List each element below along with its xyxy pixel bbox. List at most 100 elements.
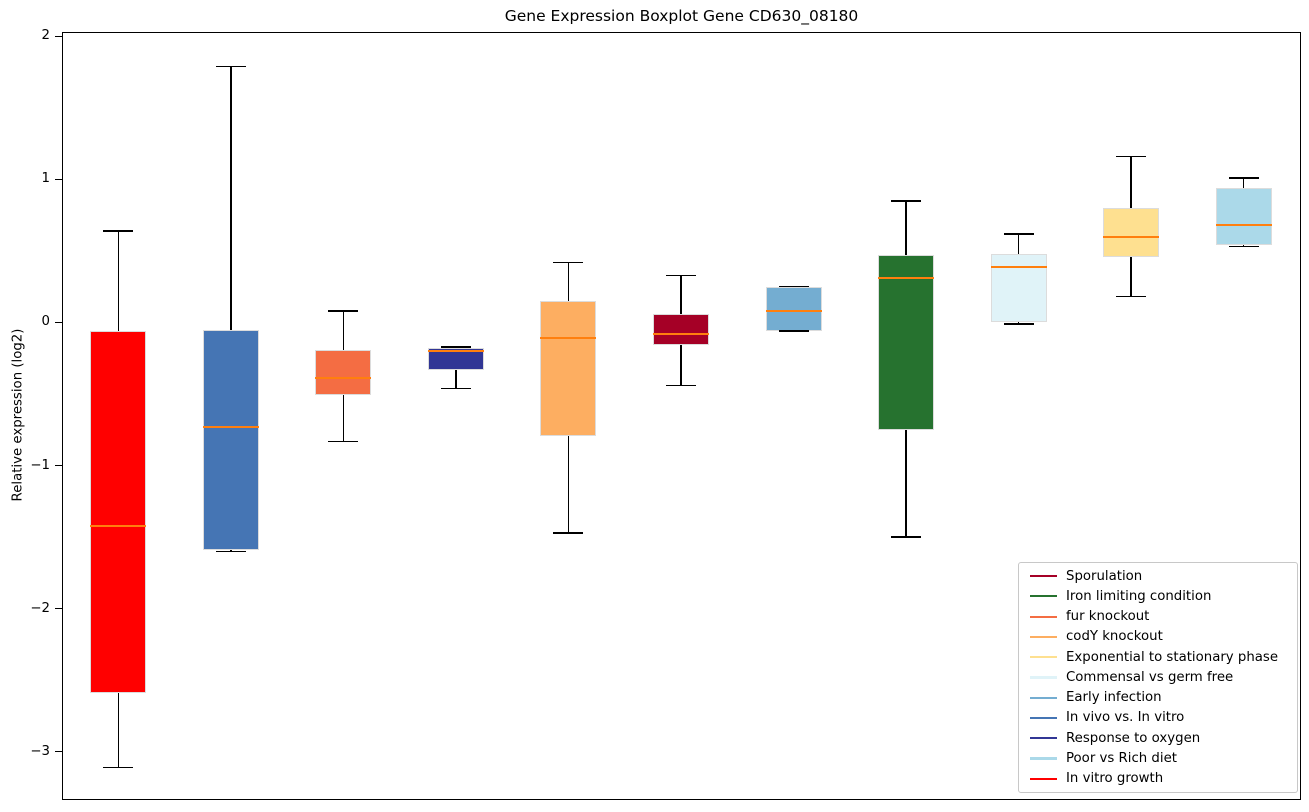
legend-line-swatch — [1030, 676, 1057, 679]
legend-item: Poor vs Rich diet — [1019, 751, 1297, 766]
median-line — [202, 426, 259, 428]
legend-line-swatch — [1030, 696, 1057, 699]
whisker-cap — [1116, 295, 1147, 298]
y-tick-label: −2 — [30, 600, 50, 616]
whisker-line — [117, 230, 120, 332]
legend-item: Iron limiting condition — [1019, 589, 1297, 604]
whisker-line — [455, 369, 457, 389]
boxplot-box — [540, 301, 597, 436]
legend-label: Iron limiting condition — [1066, 588, 1212, 604]
legend-label: Commensal vs germ free — [1066, 669, 1234, 685]
median-line — [540, 337, 597, 340]
legend-label: Sporulation — [1066, 568, 1143, 584]
legend-line-swatch — [1030, 575, 1057, 578]
boxplot-box — [765, 286, 822, 332]
whisker-cap — [778, 330, 809, 332]
whisker-cap — [553, 261, 584, 264]
whisker-cap — [666, 384, 696, 387]
legend-label: In vivo vs. In vitro — [1066, 710, 1185, 726]
boxplot-box — [878, 255, 935, 430]
legend-line-swatch — [1030, 656, 1057, 659]
whisker-cap — [891, 536, 922, 538]
whisker-cap — [103, 766, 134, 769]
chart-title: Gene Expression Boxplot Gene CD630_08180 — [504, 7, 859, 25]
boxplot-box — [315, 349, 372, 396]
whisker-line — [680, 275, 682, 314]
legend-item: Response to oxygen — [1019, 731, 1297, 746]
whisker-cap — [1228, 245, 1259, 248]
median-line — [427, 350, 484, 352]
legend-item: In vitro growth — [1019, 771, 1297, 786]
whisker-cap — [1116, 155, 1147, 158]
whisker-line — [567, 435, 570, 533]
whisker-line — [1017, 233, 1020, 254]
median-line — [1215, 224, 1272, 227]
whisker-cap — [328, 310, 359, 312]
whisker-cap — [1228, 177, 1259, 179]
y-tick-label: 0 — [41, 314, 50, 330]
y-tick-label: 1 — [41, 171, 50, 187]
median-line — [878, 277, 935, 280]
whisker-cap — [1003, 323, 1034, 325]
whisker-cap — [215, 550, 246, 553]
whisker-cap — [215, 65, 246, 68]
legend-label: Exponential to stationary phase — [1066, 649, 1279, 665]
legend-line-swatch — [1030, 737, 1057, 740]
whisker-cap — [778, 285, 809, 288]
legend-label: In vitro growth — [1066, 771, 1164, 787]
y-tick-mark — [55, 608, 62, 610]
legend-box: Sporulation Iron limiting condition fur kn… — [1018, 562, 1298, 793]
whisker-line — [230, 66, 232, 330]
boxplot-box — [202, 329, 259, 550]
boxplot-box — [427, 348, 484, 370]
legend-line-swatch — [1030, 757, 1057, 760]
legend-item: Sporulation — [1019, 569, 1297, 584]
whisker-line — [1130, 256, 1132, 297]
boxplot-box — [1103, 208, 1160, 257]
median-line — [653, 333, 709, 335]
y-tick-mark — [55, 178, 62, 180]
whisker-line — [117, 693, 120, 768]
legend-item: Exponential to stationary phase — [1019, 650, 1297, 665]
legend-line-swatch — [1030, 777, 1057, 780]
boxplot-box — [90, 331, 147, 694]
y-axis-label: Relative expression (log2) — [10, 328, 26, 502]
legend-line-swatch — [1030, 716, 1057, 720]
y-tick-mark — [55, 465, 62, 467]
whisker-cap — [328, 440, 359, 442]
whisker-line — [1242, 177, 1245, 188]
median-line — [990, 265, 1047, 268]
legend-item: In vivo vs. In vitro — [1019, 710, 1297, 725]
legend-label: Poor vs Rich diet — [1066, 751, 1177, 767]
boxplot-box — [990, 253, 1047, 323]
median-line — [1103, 235, 1160, 238]
whisker-cap — [1003, 233, 1034, 235]
legend-label: Response to oxygen — [1066, 730, 1201, 746]
y-tick-mark — [55, 35, 62, 37]
legend-label: fur knockout — [1066, 609, 1150, 625]
legend-item: fur knockout — [1019, 609, 1297, 624]
whisker-line — [905, 429, 907, 538]
whisker-cap — [103, 230, 134, 232]
legend-line-swatch — [1030, 615, 1057, 618]
whisker-cap — [440, 387, 471, 390]
y-tick-label: −3 — [30, 743, 50, 759]
whisker-line — [567, 262, 570, 301]
legend-item: Commensal vs germ free — [1019, 670, 1297, 685]
whisker-line — [905, 200, 907, 256]
legend-item: codY knockout — [1019, 629, 1297, 644]
boxplot-box — [653, 313, 709, 346]
legend-item: Early infection — [1019, 690, 1297, 705]
median-line — [765, 310, 822, 312]
whisker-cap — [666, 274, 696, 276]
y-tick-mark — [55, 751, 62, 753]
whisker-cap — [891, 200, 922, 202]
boxplot-box — [1215, 187, 1272, 246]
whisker-line — [342, 395, 345, 442]
whisker-line — [680, 345, 682, 386]
legend-line-swatch — [1030, 595, 1057, 598]
y-tick-label: −1 — [30, 457, 50, 473]
whisker-cap — [553, 532, 584, 534]
legend-line-swatch — [1030, 635, 1057, 639]
